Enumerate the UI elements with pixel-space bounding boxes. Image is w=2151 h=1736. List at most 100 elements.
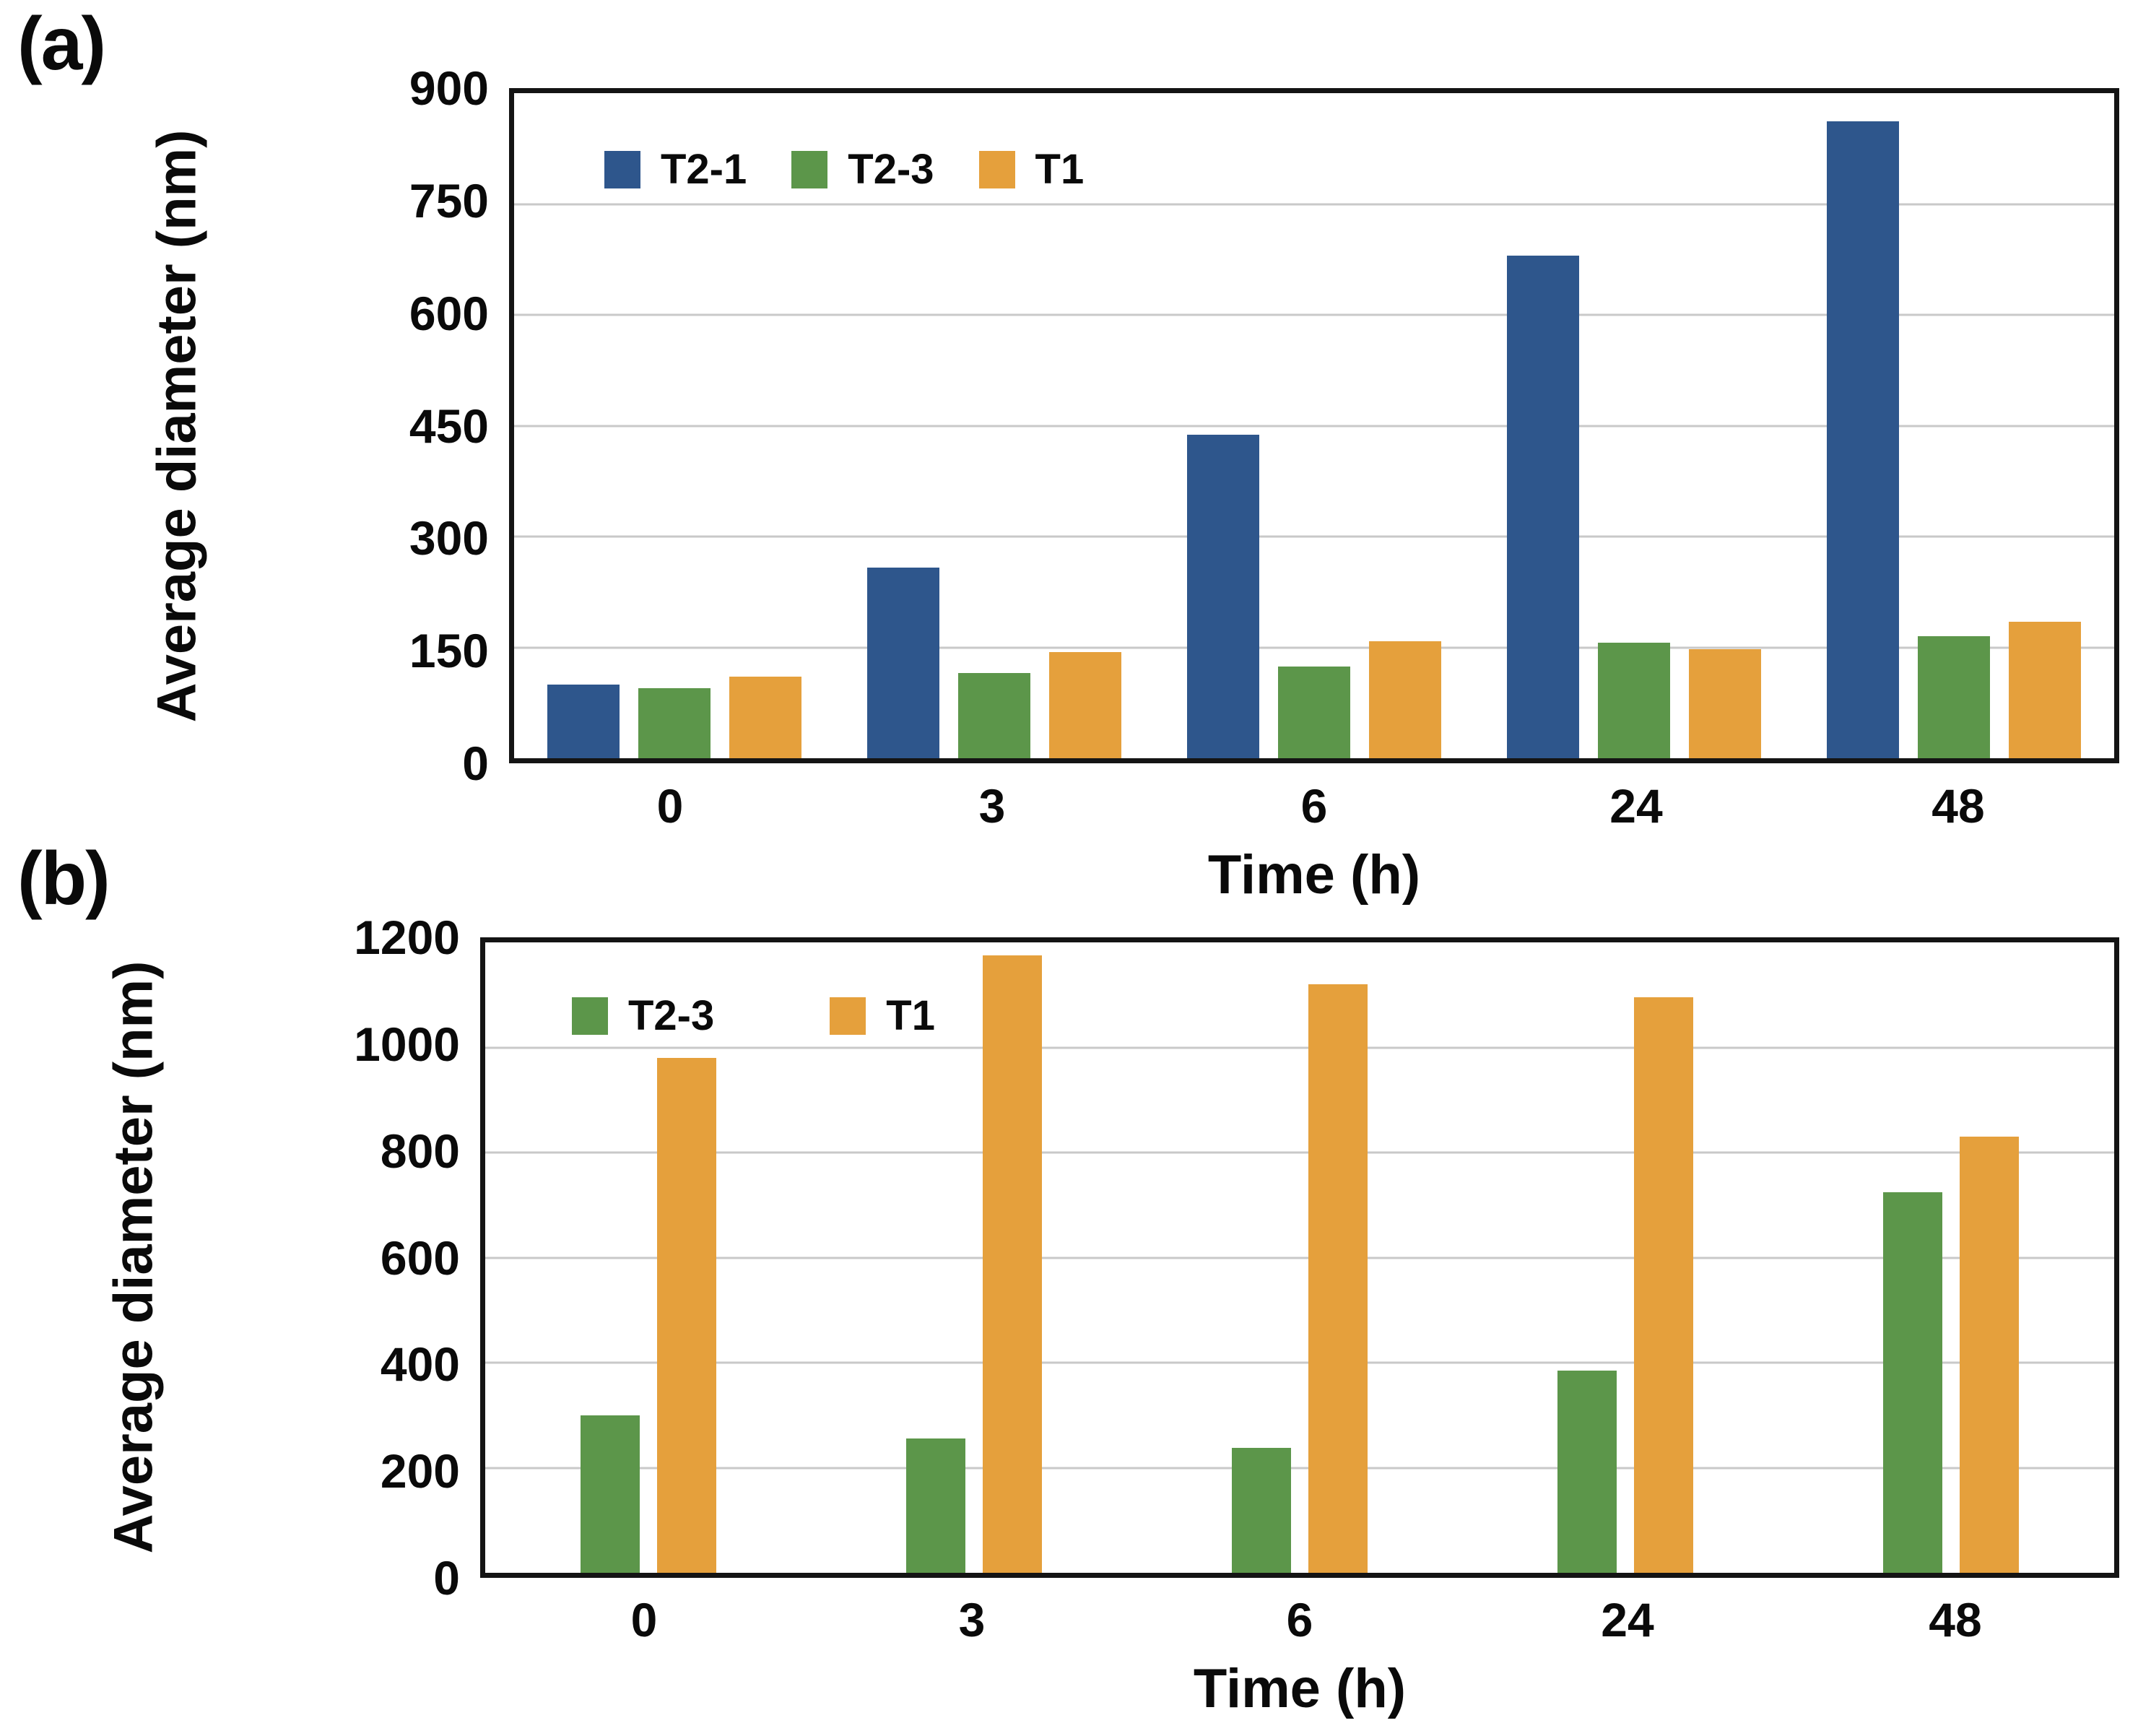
gridline <box>514 203 2114 205</box>
bar <box>1278 667 1350 758</box>
legend-swatch <box>830 997 866 1035</box>
x-tick-label: 0 <box>656 779 684 833</box>
plot-area-a: T2-1 T2-3 T1 <box>509 88 2119 763</box>
y-tick-label: 1200 <box>354 911 460 964</box>
bar <box>656 1058 716 1573</box>
x-tick-label: 6 <box>1286 1593 1313 1646</box>
bar-group <box>485 942 811 1573</box>
gridline <box>485 1257 2114 1259</box>
legend: T2-1 T2-3 T1 <box>604 145 1084 194</box>
gridline <box>514 313 2114 316</box>
gridline <box>514 535 2114 538</box>
legend: T2-3 T1 <box>572 991 935 1040</box>
y-tick-label: 600 <box>380 1231 460 1285</box>
legend-item: T2-3 <box>791 145 934 194</box>
y-tick-label: 150 <box>409 624 489 678</box>
bar <box>1187 434 1259 758</box>
bar <box>1827 121 1900 758</box>
legend-swatch <box>791 150 828 188</box>
bar <box>638 687 711 758</box>
y-tick-label: 800 <box>380 1124 460 1178</box>
y-tick-label: 0 <box>433 1551 460 1605</box>
bar <box>1918 636 1991 758</box>
bar-group <box>1789 942 2114 1573</box>
y-tick-label: 900 <box>409 61 489 115</box>
x-tick-label: 6 <box>1300 779 1328 833</box>
legend-label: T1 <box>886 992 935 1039</box>
plot-area-b: T2-3 T1 <box>480 937 2119 1578</box>
bar <box>1883 1192 1943 1573</box>
bar <box>866 567 939 758</box>
bar-group <box>1154 93 1474 758</box>
bar <box>1557 1370 1617 1573</box>
x-ticks: 0 3 6 24 48 <box>480 1592 2119 1647</box>
bar <box>982 955 1042 1573</box>
bar-groups <box>485 942 2114 1573</box>
gridlines <box>514 93 2114 758</box>
y-tick-label: 300 <box>409 511 489 565</box>
panel-a-y-axis-title: Average diameter (nm) <box>146 129 208 723</box>
legend-swatch <box>978 150 1015 188</box>
bar <box>1048 651 1121 758</box>
x-tick-label: 3 <box>978 779 1006 833</box>
y-tick-label: 0 <box>462 737 489 790</box>
x-tick-label: 24 <box>1601 1593 1654 1646</box>
bar-group <box>834 93 1154 758</box>
bar <box>547 684 620 758</box>
bar <box>1689 648 1762 758</box>
gridlines <box>485 942 2114 1573</box>
legend-item: T1 <box>830 991 935 1040</box>
legend-label: T2-3 <box>628 992 715 1039</box>
y-ticks: 0 150 300 450 600 750 900 <box>274 64 489 787</box>
x-tick-label: 24 <box>1609 779 1663 833</box>
gridline <box>485 1361 2114 1364</box>
legend-item: T1 <box>978 145 1085 194</box>
x-tick-label: 3 <box>958 1593 986 1646</box>
bar <box>1308 984 1368 1573</box>
y-ticks: 0 200 400 600 800 1000 1200 <box>245 913 460 1602</box>
bar <box>1369 641 1441 758</box>
y-tick-label: 450 <box>409 399 489 453</box>
bar-group <box>1474 93 1794 758</box>
bar-group <box>1463 942 1789 1573</box>
y-tick-label: 750 <box>409 173 489 227</box>
y-tick-label: 200 <box>380 1444 460 1498</box>
panel-a-label: (a) <box>17 2 106 86</box>
panel-b-x-axis-title: Time (h) <box>1193 1658 1407 1719</box>
gridline <box>514 425 2114 427</box>
x-ticks: 0 3 6 24 48 <box>509 778 2119 833</box>
x-tick-label: 48 <box>1929 1593 1982 1646</box>
gridline <box>485 1151 2114 1154</box>
bar <box>905 1438 965 1573</box>
x-tick-label: 0 <box>630 1593 658 1646</box>
legend-label: T1 <box>1035 146 1085 193</box>
bar-group <box>1137 942 1462 1573</box>
gridline <box>485 1467 2114 1470</box>
gridline <box>514 646 2114 649</box>
bar <box>957 673 1030 758</box>
bar <box>1232 1447 1291 1573</box>
bar-groups <box>514 93 2114 758</box>
panel-b-label: (b) <box>17 837 110 921</box>
legend-label: T2-1 <box>661 146 747 193</box>
legend-label: T2-3 <box>848 146 934 193</box>
bar <box>1598 643 1671 758</box>
y-tick-label: 1000 <box>354 1017 460 1071</box>
gridline <box>485 1046 2114 1049</box>
bar <box>580 1415 640 1573</box>
bar-group <box>1794 93 2114 758</box>
legend-swatch <box>572 997 608 1035</box>
panel-a-x-axis-title: Time (h) <box>1207 844 1421 906</box>
bar <box>1634 997 1694 1573</box>
panel-b-y-axis-title: Average diameter (nm) <box>103 960 165 1554</box>
bar <box>729 677 801 758</box>
bar-group <box>514 93 834 758</box>
bar <box>1960 1137 2020 1573</box>
legend-item: T2-1 <box>604 145 747 194</box>
bar <box>2009 621 2082 758</box>
y-tick-label: 600 <box>409 286 489 340</box>
legend-item: T2-3 <box>572 991 714 1040</box>
y-tick-label: 400 <box>380 1337 460 1392</box>
bar <box>1507 256 1580 758</box>
